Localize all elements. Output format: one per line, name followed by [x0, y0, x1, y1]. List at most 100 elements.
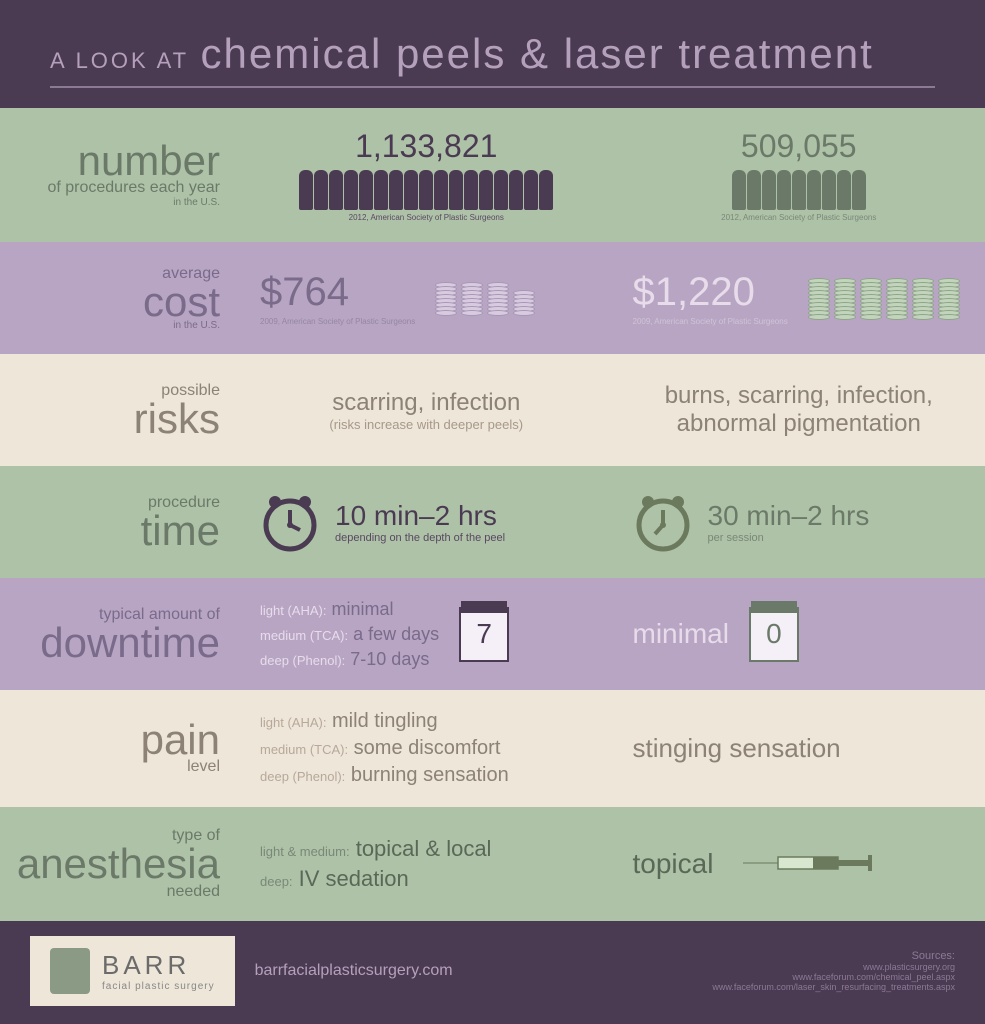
person-icon: [777, 170, 791, 210]
label-large: anesthesia: [15, 845, 220, 883]
source-line: www.faceforum.com/laser_skin_resurfacing…: [712, 982, 955, 992]
pain-col2: stinging sensation: [613, 690, 985, 807]
coin-stacks-2: [808, 278, 960, 318]
number-value-1: 1,133,821: [260, 128, 593, 165]
time-sub-1: depending on the depth of the peel: [335, 532, 505, 544]
cost-value-1: $764: [260, 270, 415, 315]
row-time: procedure time 10 min–2 hrs depending on…: [0, 466, 985, 578]
pain-col1: light (AHA): mild tinglingmedium (TCA): …: [240, 690, 613, 807]
cost-value-2: $1,220: [633, 270, 788, 315]
label-tiny: in the U.S.: [15, 197, 220, 208]
person-icon: [837, 170, 851, 210]
row-anesthesia: type of anesthesia needed light & medium…: [0, 807, 985, 921]
title-main: chemical peels & laser treatment: [201, 30, 874, 77]
downtime-col1: light (AHA): minimal medium (TCA): a few …: [240, 578, 613, 690]
downtime-line: medium (TCA): a few days: [260, 624, 439, 645]
anes-list-1: light & medium: topical & local deep: IV …: [260, 836, 491, 892]
downtime-line: light (AHA): minimal: [260, 599, 439, 620]
person-icon: [359, 170, 373, 210]
person-icon: [314, 170, 328, 210]
row-pain: pain level light (AHA): mild tinglingmed…: [0, 690, 985, 807]
number-col1: 1,133,821 2012, American Society of Plas…: [240, 108, 613, 242]
brand-tagline: facial plastic surgery: [102, 981, 215, 992]
person-icon: [732, 170, 746, 210]
row-cost: average cost in the U.S. $764 2009, Amer…: [0, 242, 985, 354]
calendar-icon: 7: [459, 607, 509, 662]
coin-stack: [886, 278, 908, 318]
coin-stack: [487, 282, 509, 314]
person-icon: [539, 170, 553, 210]
pain-value-2: stinging sensation: [633, 733, 841, 764]
person-icon: [852, 170, 866, 210]
label-large: pain: [15, 721, 220, 759]
downtime-line: deep (Phenol): 7-10 days: [260, 649, 439, 670]
people-graphic-1: 1,133,821 2012, American Society of Plas…: [260, 128, 593, 222]
pain-list-1: light (AHA): mild tinglingmedium (TCA): …: [260, 710, 593, 787]
person-icon: [479, 170, 493, 210]
header-divider: [50, 86, 935, 88]
source-line: www.faceforum.com/chemical_peel.aspx: [712, 972, 955, 982]
label-large: risks: [15, 400, 220, 438]
cost-col2: $1,220 2009, American Society of Plastic…: [613, 242, 985, 354]
coin-stack: [461, 282, 483, 314]
row-downtime: typical amount of downtime light (AHA): …: [0, 578, 985, 690]
label-number: number of procedures each year in the U.…: [0, 108, 240, 242]
person-icon: [807, 170, 821, 210]
label-large: downtime: [15, 624, 220, 662]
person-icon: [374, 170, 388, 210]
brand-name: BARR: [102, 950, 215, 981]
number-col2: 509,055 2012, American Society of Plasti…: [613, 108, 985, 242]
anesthesia-col1: light & medium: topical & local deep: IV …: [240, 807, 613, 921]
source-2: 2012, American Society of Plastic Surgeo…: [721, 213, 876, 222]
person-icon: [419, 170, 433, 210]
time-col2: 30 min–2 hrs per session: [613, 466, 985, 578]
person-icon: [449, 170, 463, 210]
infographic-container: A LOOK AT chemical peels & laser treatme…: [0, 0, 985, 1021]
calendar-num-2: 0: [766, 618, 782, 650]
anesthesia-col2: topical: [613, 807, 985, 921]
label-large: time: [15, 512, 220, 550]
title-prefix: A LOOK AT: [50, 48, 189, 73]
risks-main-1: scarring, infection: [260, 389, 593, 417]
label-small: level: [15, 758, 220, 776]
time-sub-2: per session: [708, 532, 870, 544]
pain-line: medium (TCA): some discomfort: [260, 737, 593, 760]
label-pain: pain level: [0, 690, 240, 807]
person-icon: [792, 170, 806, 210]
label-large: cost: [15, 283, 220, 321]
sources: Sources: www.plasticsurgery.orgwww.facef…: [712, 950, 955, 992]
silhouettes-1: [299, 170, 553, 210]
downtime-list-1: light (AHA): minimal medium (TCA): a few …: [260, 599, 439, 670]
silhouettes-2: [732, 170, 866, 210]
anesthesia-line: light & medium: topical & local: [260, 836, 491, 862]
downtime-col2: minimal 0: [613, 578, 985, 690]
clock-icon: [633, 492, 693, 552]
time-main-2: 30 min–2 hrs: [708, 500, 870, 532]
calendar-num-1: 7: [476, 618, 492, 650]
risks-main-2: burns, scarring, infection, abnormal pig…: [633, 382, 966, 438]
coin-stack: [435, 282, 457, 314]
footer: BARR facial plastic surgery barrfacialpl…: [0, 921, 985, 1021]
label-sub: needed: [15, 883, 220, 901]
header: A LOOK AT chemical peels & laser treatme…: [0, 0, 985, 108]
number-value-2: 509,055: [633, 128, 966, 165]
coin-stack: [808, 278, 830, 318]
coin-stack: [938, 278, 960, 318]
row-risks: possible risks scarring, infection (risk…: [0, 354, 985, 466]
person-icon: [464, 170, 478, 210]
logo-icon: [50, 948, 90, 994]
anesthesia-line: deep: IV sedation: [260, 866, 491, 892]
sources-title: Sources:: [712, 950, 955, 962]
label-cost: average cost in the U.S.: [0, 242, 240, 354]
label-risks: possible risks: [0, 354, 240, 466]
label-large: number: [15, 142, 220, 180]
source-1: 2012, American Society of Plastic Surgeo…: [349, 213, 504, 222]
coin-stack: [834, 278, 856, 318]
person-icon: [434, 170, 448, 210]
cost-source-1: 2009, American Society of Plastic Surgeo…: [260, 317, 415, 326]
row-number: number of procedures each year in the U.…: [0, 108, 985, 242]
syringe-icon: [743, 851, 883, 876]
logo: BARR facial plastic surgery: [30, 936, 235, 1006]
person-icon: [389, 170, 403, 210]
person-icon: [299, 170, 313, 210]
